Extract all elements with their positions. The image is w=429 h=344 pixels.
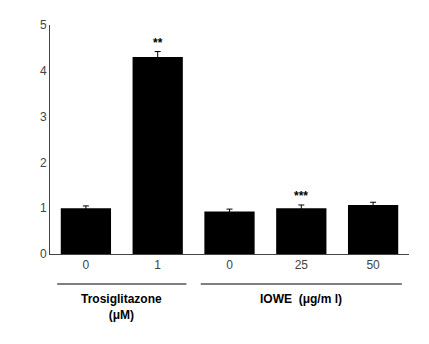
svg-text:5: 5 — [40, 18, 47, 32]
svg-text:0: 0 — [83, 258, 90, 272]
svg-text:4: 4 — [40, 64, 47, 78]
svg-text:Trosiglitazone(μM): Trosiglitazone(μM) — [81, 292, 162, 322]
svg-text:0: 0 — [226, 258, 233, 272]
svg-text:1: 1 — [154, 258, 161, 272]
svg-text:**: ** — [153, 36, 163, 50]
svg-text:IOWE (μg/m l): IOWE (μg/m l) — [260, 292, 342, 306]
svg-text:50: 50 — [366, 258, 380, 272]
svg-text:25: 25 — [295, 258, 309, 272]
svg-text:0: 0 — [40, 247, 47, 261]
svg-text:2: 2 — [40, 156, 47, 170]
svg-text:***: *** — [294, 189, 308, 203]
svg-text:3: 3 — [40, 110, 47, 124]
svg-text:1: 1 — [40, 201, 47, 215]
